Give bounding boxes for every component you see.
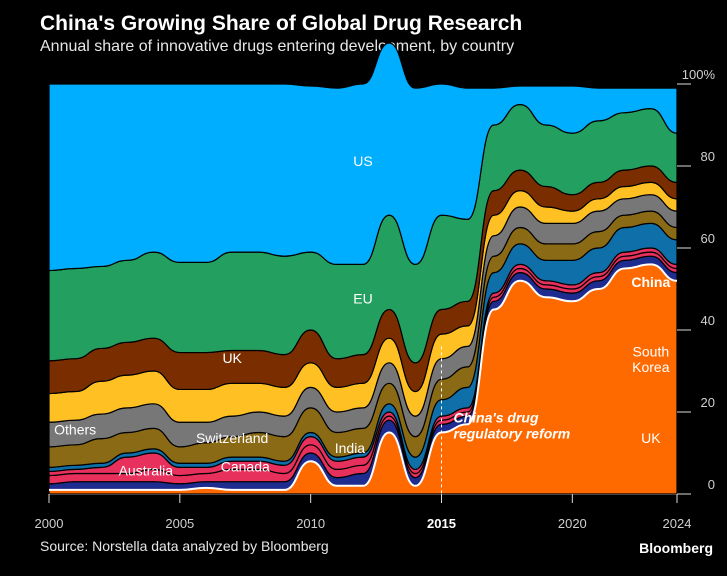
y-tick-label: 40 (701, 313, 715, 328)
label-japan: Japan (213, 385, 251, 401)
label-uk: UK (222, 350, 242, 366)
x-tick-label: 2015 (427, 516, 456, 531)
annotation-line-1: China's drug (454, 409, 539, 425)
chart-title: China's Growing Share of Global Drug Res… (40, 12, 523, 35)
label-uk: UK (641, 430, 661, 446)
label-canada: Canada (221, 458, 270, 474)
series-labels: US EU UK Japan Others Switzerland India Canada A… (54, 153, 670, 479)
label-switzerland: Switzerland (196, 430, 268, 446)
y-tick-label: 80 (701, 149, 715, 164)
label-china: China (631, 274, 670, 290)
y-tick-label: 0 (708, 477, 715, 492)
brand-logo: Bloomberg (639, 540, 713, 556)
label-india: India (335, 440, 366, 456)
x-axis: 2000 2005 2010 2015 2020 2024 (35, 494, 692, 531)
label-others: Others (54, 422, 96, 438)
area-layers (48, 42, 678, 495)
label-eu: EU (353, 290, 372, 306)
source-note: Source: Norstella data analyzed by Bloom… (40, 538, 329, 554)
y-tick-label: 60 (701, 231, 715, 246)
label-south-korea: South (633, 344, 670, 360)
annotation: China's drug regulatory reform (454, 409, 571, 441)
x-tick-label: 2020 (558, 516, 587, 531)
annotation-line-2: regulatory reform (454, 426, 571, 442)
y-tick-label: 20 (701, 395, 715, 410)
x-tick-label: 2024 (663, 516, 692, 531)
y-tick-label: 100% (682, 67, 716, 82)
x-tick-label: 2005 (165, 516, 194, 531)
label-australia: Australia (119, 463, 174, 479)
x-tick-label: 2010 (296, 516, 325, 531)
label-us: US (353, 153, 372, 169)
x-tick-label: 2000 (35, 516, 64, 531)
y-axis: 0 20 40 60 80 100% (677, 67, 716, 495)
china-outline (49, 263, 678, 491)
area-us (48, 42, 678, 272)
label-south-korea: Korea (632, 359, 670, 375)
